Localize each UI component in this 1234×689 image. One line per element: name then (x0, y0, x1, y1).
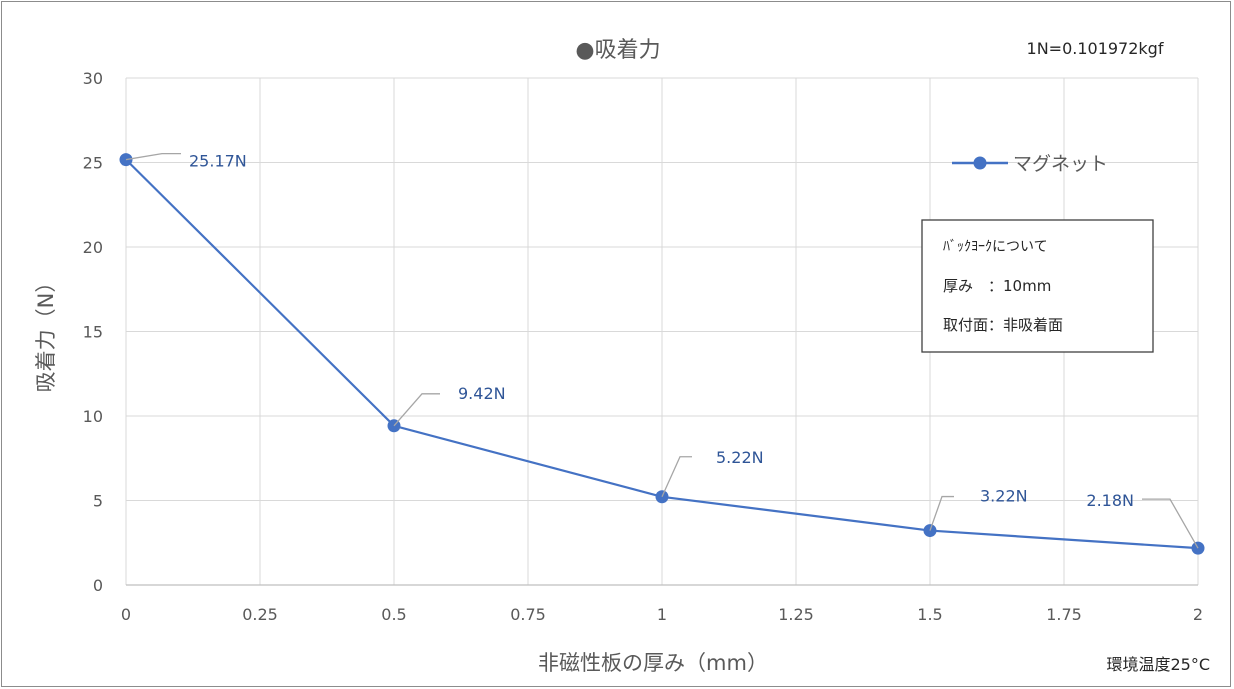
x-tick-label: 1.25 (778, 605, 814, 624)
x-tick-label: 0.25 (242, 605, 278, 624)
x-axis-title: 非磁性板の厚み（mm） (538, 651, 768, 675)
x-tick-label: 1.75 (1046, 605, 1082, 624)
x-tick-label: 1 (657, 605, 667, 624)
info-box-line-2: 厚み ：10mm (943, 277, 1051, 295)
y-tick-label: 10 (83, 407, 103, 426)
data-label-leader (393, 393, 440, 427)
info-box-line-1: ﾊﾞｯｸﾖｰｸについて (943, 239, 1048, 255)
y-axis-title: 吸着力（N） (34, 272, 58, 393)
footer-note: 環境温度25°C (1106, 655, 1210, 674)
label-layer: 25.17N 9.42N 5.22N 3.22N 2.18N (125, 152, 1199, 549)
y-tick-label: 0 (93, 576, 103, 595)
data-label: 2.18N (1086, 491, 1134, 510)
data-label-leader (929, 495, 954, 531)
x-tick-label: 1.5 (917, 605, 942, 624)
x-tick-label: 0 (121, 605, 131, 624)
y-tick-label: 25 (83, 154, 103, 173)
legend-marker (973, 156, 987, 170)
x-tick-label: 0.5 (381, 605, 406, 624)
data-label: 25.17N (189, 152, 247, 171)
data-label-leader (1142, 498, 1199, 549)
y-tick-label: 15 (83, 323, 103, 342)
info-box-border (921, 219, 1154, 353)
data-label-leader (125, 152, 181, 161)
x-tick-label: 0.75 (510, 605, 546, 624)
y-tick-label: 30 (83, 69, 103, 88)
data-label: 5.22N (716, 448, 764, 467)
x-tick-label: 2 (1193, 605, 1203, 624)
legend-label: マグネット (1013, 153, 1108, 175)
legend: マグネット (952, 153, 1108, 175)
y-tick-label: 5 (93, 492, 103, 511)
conversion-note: 1N=0.101972kgf (1027, 39, 1164, 58)
data-label: 9.42N (458, 384, 506, 403)
chart-title: ●吸着力 (575, 38, 660, 63)
data-label-leader (661, 456, 692, 498)
data-label: 3.22N (980, 487, 1028, 506)
info-box: ﾊﾞｯｸﾖｰｸについて 厚み ：10mm 取付面：非吸着面 (921, 219, 1154, 353)
y-tick-label: 20 (83, 238, 103, 257)
info-box-line-3: 取付面：非吸着面 (943, 316, 1063, 334)
